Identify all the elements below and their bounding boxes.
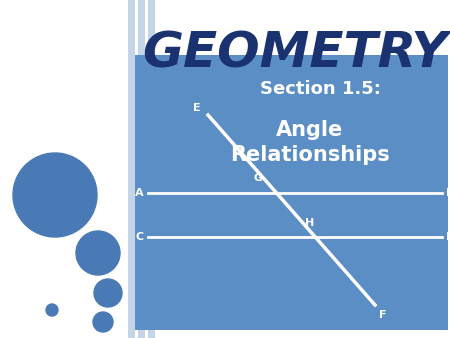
- Bar: [138, 0, 145, 338]
- Circle shape: [93, 312, 113, 332]
- Text: Angle
Relationships: Angle Relationships: [230, 120, 390, 165]
- Bar: [128, 0, 135, 338]
- Circle shape: [13, 153, 97, 237]
- Text: GEOMETRY: GEOMETRY: [142, 30, 448, 78]
- Text: F: F: [379, 310, 387, 320]
- Circle shape: [76, 231, 120, 275]
- Circle shape: [94, 279, 122, 307]
- Text: E: E: [194, 103, 201, 113]
- Text: H: H: [305, 218, 314, 228]
- Bar: [148, 0, 155, 338]
- Bar: [135, 55, 448, 330]
- Text: Section 1.5:: Section 1.5:: [260, 80, 380, 98]
- Text: G: G: [253, 173, 262, 183]
- Text: A: A: [135, 188, 144, 198]
- Text: D: D: [446, 232, 450, 242]
- Text: B: B: [446, 188, 450, 198]
- Circle shape: [46, 304, 58, 316]
- Text: C: C: [136, 232, 144, 242]
